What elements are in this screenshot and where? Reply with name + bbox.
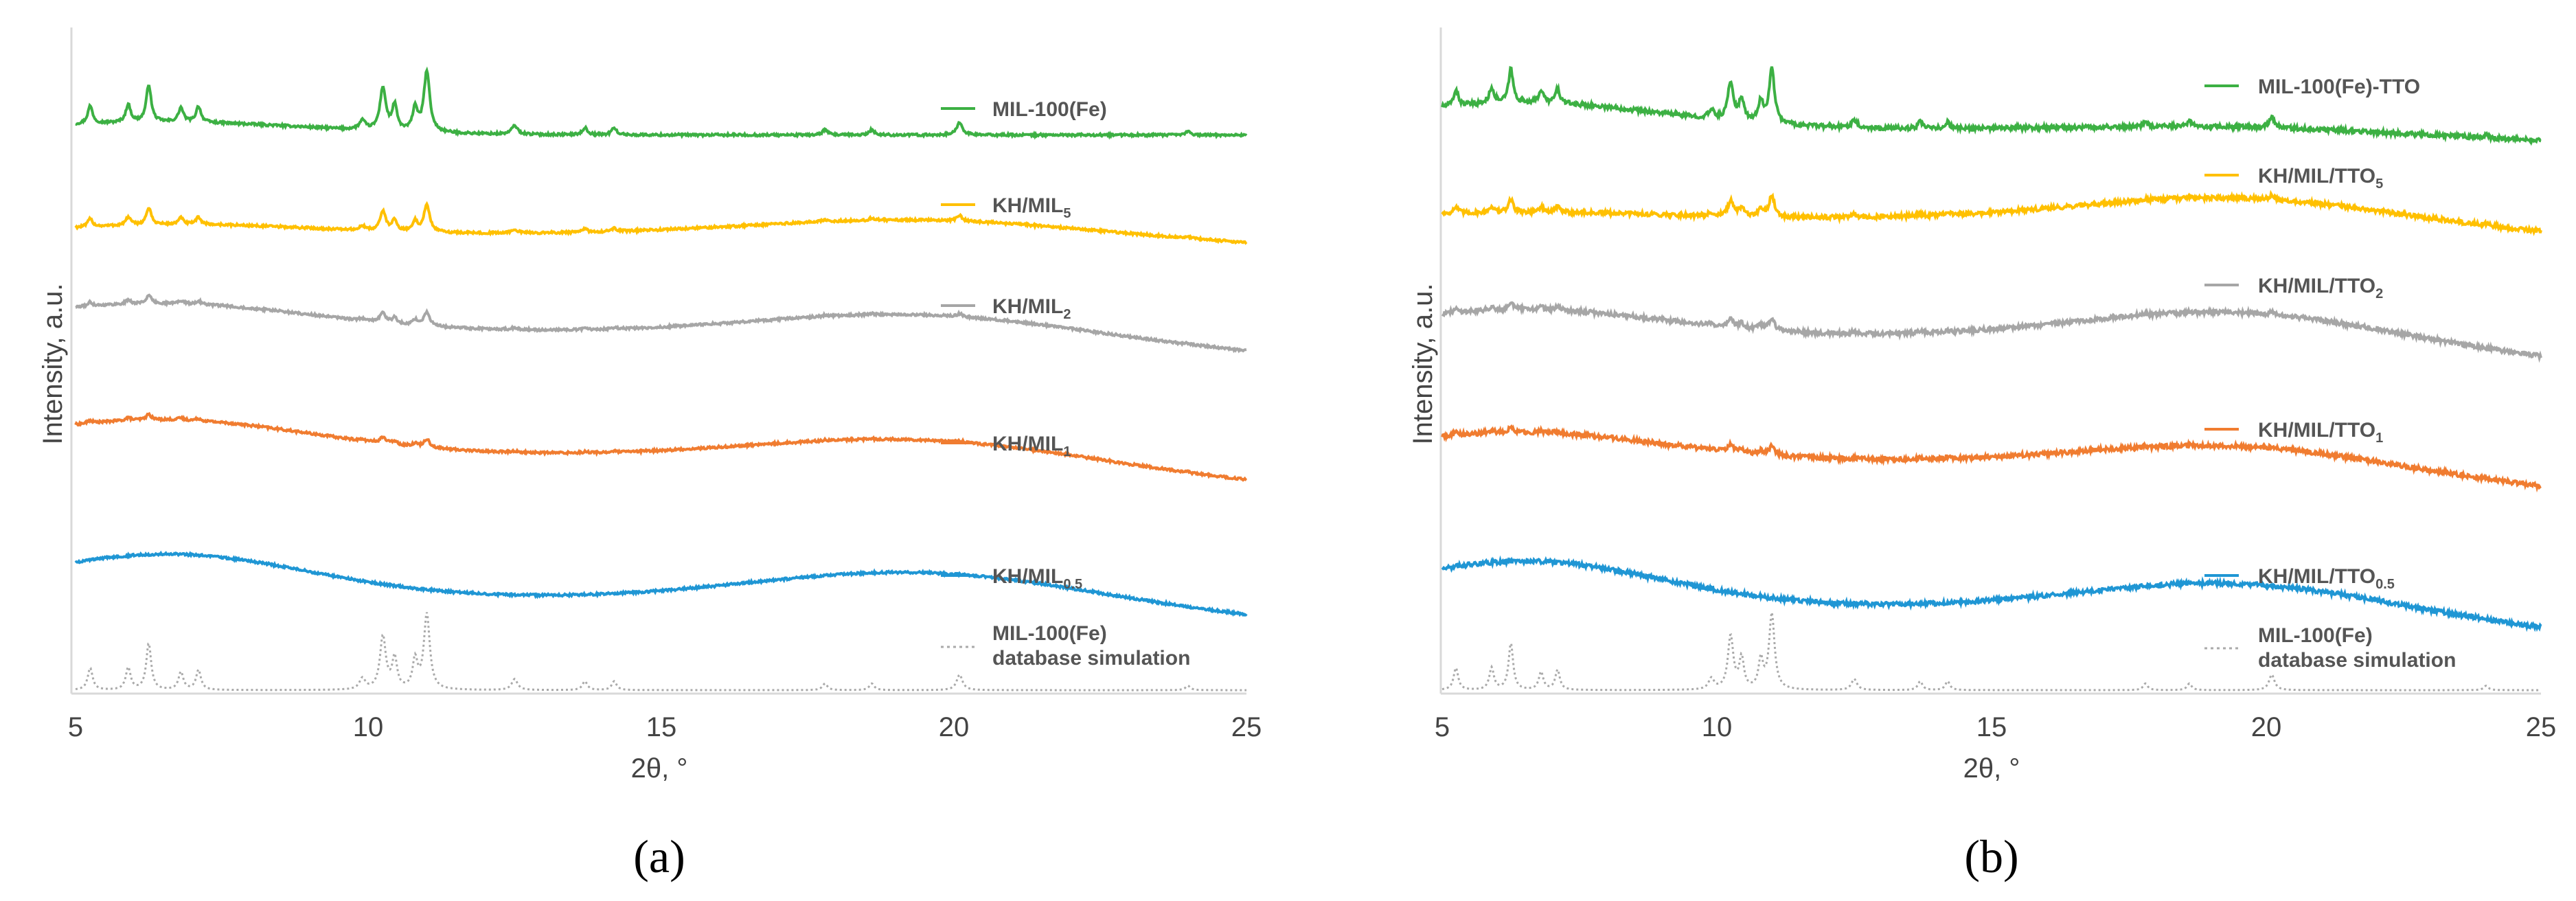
legend-label: KH/MIL2 [992, 295, 1071, 322]
x-tick-label: 15 [646, 712, 677, 742]
series-line-mil-100-fe [75, 66, 1248, 140]
legend-label: KH/MIL/TTO0.5 [2258, 565, 2395, 592]
x-axis-title: 2θ, ° [1963, 753, 2020, 784]
legend-item: KH/MIL5 [941, 194, 1071, 221]
x-tick-label: 5 [68, 712, 83, 742]
legend-item: KH/MIL/TTO1 [2204, 419, 2383, 446]
x-tick-label: 20 [939, 712, 970, 742]
y-axis-title: Intensity, a.u. [38, 284, 68, 445]
legend-label: MIL-100(Fe) [992, 98, 1107, 121]
x-axis-title: 2θ, ° [631, 753, 688, 784]
x-tick-label: 25 [1231, 712, 1262, 742]
legend-item: KH/MIL/TTO2 [2204, 275, 2383, 301]
y-axis-title: Intensity, a.u. [1408, 284, 1438, 445]
legend-label: KH/MIL0.5 [992, 565, 1082, 592]
series-line-simulation [75, 612, 1246, 692]
series-line-kh-mil-tto-0-5 [1441, 555, 2542, 632]
series-line-kh-mil-0-5 [74, 550, 1248, 617]
legend-item: MIL-100(Fe) database simulation [2204, 624, 2456, 672]
series-line-kh-mil-1 [74, 411, 1248, 482]
legend-label: KH/MIL/TTO5 [2258, 165, 2383, 192]
legend-item: KH/MIL0.5 [941, 565, 1082, 592]
legend: MIL-100(Fe)-TTO KH/MIL/TTO5 KH/MIL/TTO2 … [2204, 76, 2456, 672]
legend-label: MIL-100(Fe) [2258, 624, 2373, 647]
legend-item: MIL-100(Fe) database simulation [941, 622, 1190, 670]
x-tick-label: 10 [1702, 712, 1733, 742]
panel-label-b: (b) [1964, 830, 2018, 882]
legend-item: KH/MIL/TTO0.5 [2204, 565, 2395, 592]
legend-label: MIL-100(Fe)-TTO [2258, 76, 2420, 98]
panel-a-chart: Intensity, a.u. 2θ, ° 5 10 15 20 25 MIL-… [38, 27, 1262, 882]
series-line-kh-mil-2 [75, 293, 1247, 354]
legend-item: MIL-100(Fe) [941, 98, 1107, 121]
legend-item: KH/MIL/TTO5 [2204, 165, 2383, 192]
series-line-simulation [1441, 612, 2541, 692]
series-line-kh-mil-tto-5 [1441, 190, 2542, 237]
series-line-kh-mil-tto-1 [1441, 424, 2542, 493]
legend-label-line2: database simulation [2258, 649, 2456, 672]
series-line-kh-mil-tto-2 [1441, 301, 2542, 363]
legend-item: KH/MIL2 [941, 295, 1071, 322]
legend-label: KH/MIL/TTO1 [2258, 419, 2383, 446]
legend-label: KH/MIL/TTO2 [2258, 275, 2383, 301]
series-line-mil-100-fe-tto [1441, 66, 2542, 146]
x-tick-label: 15 [1976, 712, 2007, 742]
legend: MIL-100(Fe) KH/MIL5 KH/MIL2 KH/MIL1 KH/M… [941, 98, 1190, 670]
x-tick-label: 20 [2251, 712, 2282, 742]
legend-label: KH/MIL5 [992, 194, 1071, 221]
x-tick-label: 10 [353, 712, 384, 742]
legend-label: MIL-100(Fe) [992, 622, 1107, 645]
panel-b-chart: Intensity, a.u. 2θ, ° 5 10 15 20 25 MIL-… [1408, 27, 2556, 882]
x-tick-label: 5 [1435, 712, 1450, 742]
legend-label-line2: database simulation [992, 647, 1190, 670]
series-line-kh-mil-5 [74, 201, 1248, 245]
legend-item: KH/MIL1 [941, 433, 1071, 459]
legend-item: MIL-100(Fe)-TTO [2204, 76, 2420, 98]
x-tick-label: 25 [2526, 712, 2557, 742]
panel-label-a: (a) [633, 830, 685, 882]
legend-label: KH/MIL1 [992, 433, 1071, 459]
